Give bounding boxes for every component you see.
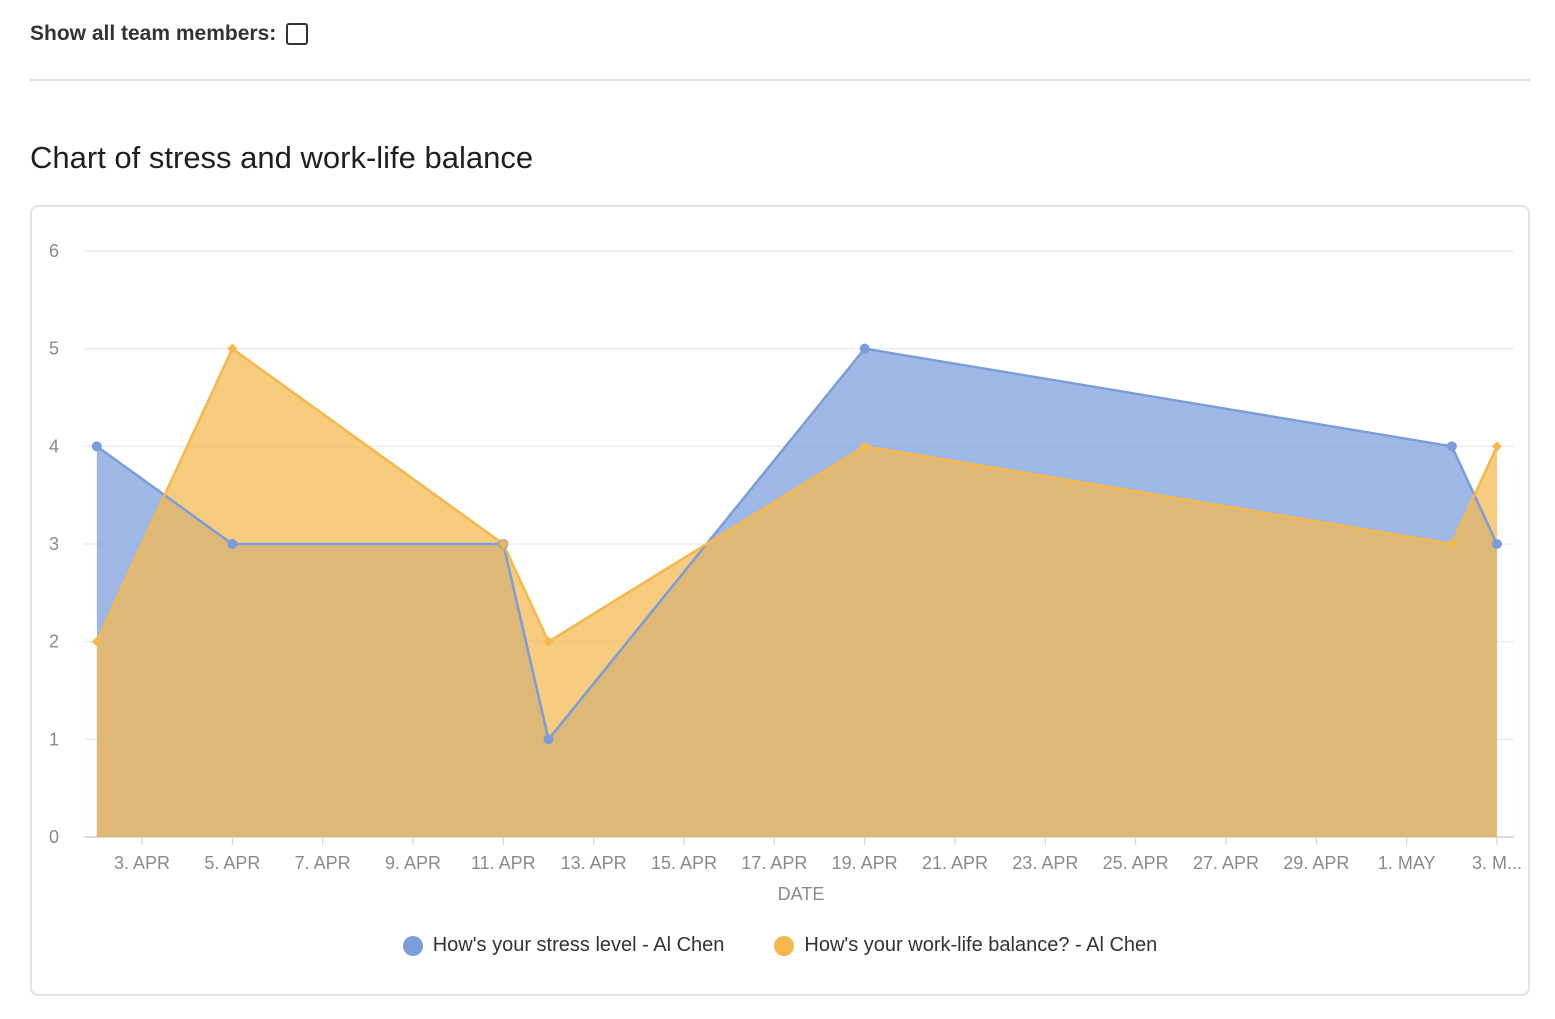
legend-label: How's your work-life balance? - Al Chen: [804, 934, 1158, 956]
legend-marker: [774, 935, 795, 956]
x-tick-label: 17. APR: [741, 853, 807, 873]
chart-card: 0 1 2 3 4 5 6 3. APR 5. APR 7. APR 9. APR 11. APR 13…: [30, 205, 1530, 996]
data-point: [543, 734, 554, 745]
data-point: [91, 636, 102, 647]
x-tick-label: 15. APR: [651, 853, 717, 873]
show-all-team-members-checkbox[interactable]: [286, 23, 309, 45]
data-point: [227, 539, 238, 549]
legend-label: How's your stress level - Al Chen: [432, 934, 725, 956]
series-areas: [96, 348, 1497, 837]
y-tick-label: 2: [49, 632, 59, 652]
y-tick-label: 4: [49, 436, 59, 456]
data-point: [498, 539, 509, 549]
x-tick-label: 11. APR: [471, 853, 536, 873]
chart-legend: How's your stress level - Al Chen How's y…: [32, 934, 1528, 957]
x-tick-label: 23. APR: [1012, 853, 1078, 873]
y-tick-label: 5: [49, 339, 59, 359]
x-tick-label: 5. APR: [204, 853, 260, 873]
legend-marker: [402, 935, 423, 956]
x-tick-label: 25. APR: [1103, 853, 1169, 873]
data-point: [91, 441, 102, 452]
series-area-2: [96, 348, 1497, 837]
data-point: [1446, 441, 1457, 452]
x-tick-label: 3. M...: [1472, 853, 1522, 873]
area-chart: 0 1 2 3 4 5 6 3. APR 5. APR 7. APR 9. APR 11. APR 13…: [49, 241, 1522, 904]
data-point: [227, 343, 238, 354]
x-tick-label: 3. APR: [114, 853, 170, 873]
y-tick-label: 0: [49, 827, 59, 847]
chart-section-title: Chart of stress and work-life balance: [30, 140, 534, 175]
x-tick-label: 27. APR: [1193, 853, 1259, 873]
y-tick-label: 1: [49, 729, 59, 749]
section-divider: [30, 79, 1530, 81]
data-point: [1492, 539, 1502, 549]
data-point: [1446, 539, 1457, 549]
legend-item-2[interactable]: How's your work-life balance? - Al Chen: [774, 934, 1157, 957]
team-members-filter: Show all team members:: [30, 18, 309, 50]
data-point: [859, 343, 870, 354]
series-points: [91, 343, 1502, 745]
data-point: [543, 636, 554, 647]
axes: 0 1 2 3 4 5 6 3. APR 5. APR 7. APR 9. APR 11. APR 13…: [49, 241, 1522, 873]
x-tick-label: 19. APR: [832, 853, 898, 873]
data-point: [1492, 441, 1502, 452]
x-axis-title: DATE: [778, 884, 825, 904]
data-point: [859, 441, 870, 452]
x-tick-label: 1. MAY: [1378, 853, 1436, 873]
x-tick-label: 9. APR: [385, 853, 441, 873]
show-all-team-members-label: Show all team members:: [30, 22, 277, 45]
y-tick-label: 3: [49, 534, 59, 554]
x-tick-label: 7. APR: [295, 853, 351, 873]
x-tick-label: 13. APR: [561, 853, 627, 873]
x-tick-label: 21. APR: [922, 853, 988, 873]
y-tick-label: 6: [49, 241, 59, 261]
x-tick-label: 29. APR: [1283, 853, 1349, 873]
legend-item-1[interactable]: How's your stress level - Al Chen: [402, 934, 725, 957]
